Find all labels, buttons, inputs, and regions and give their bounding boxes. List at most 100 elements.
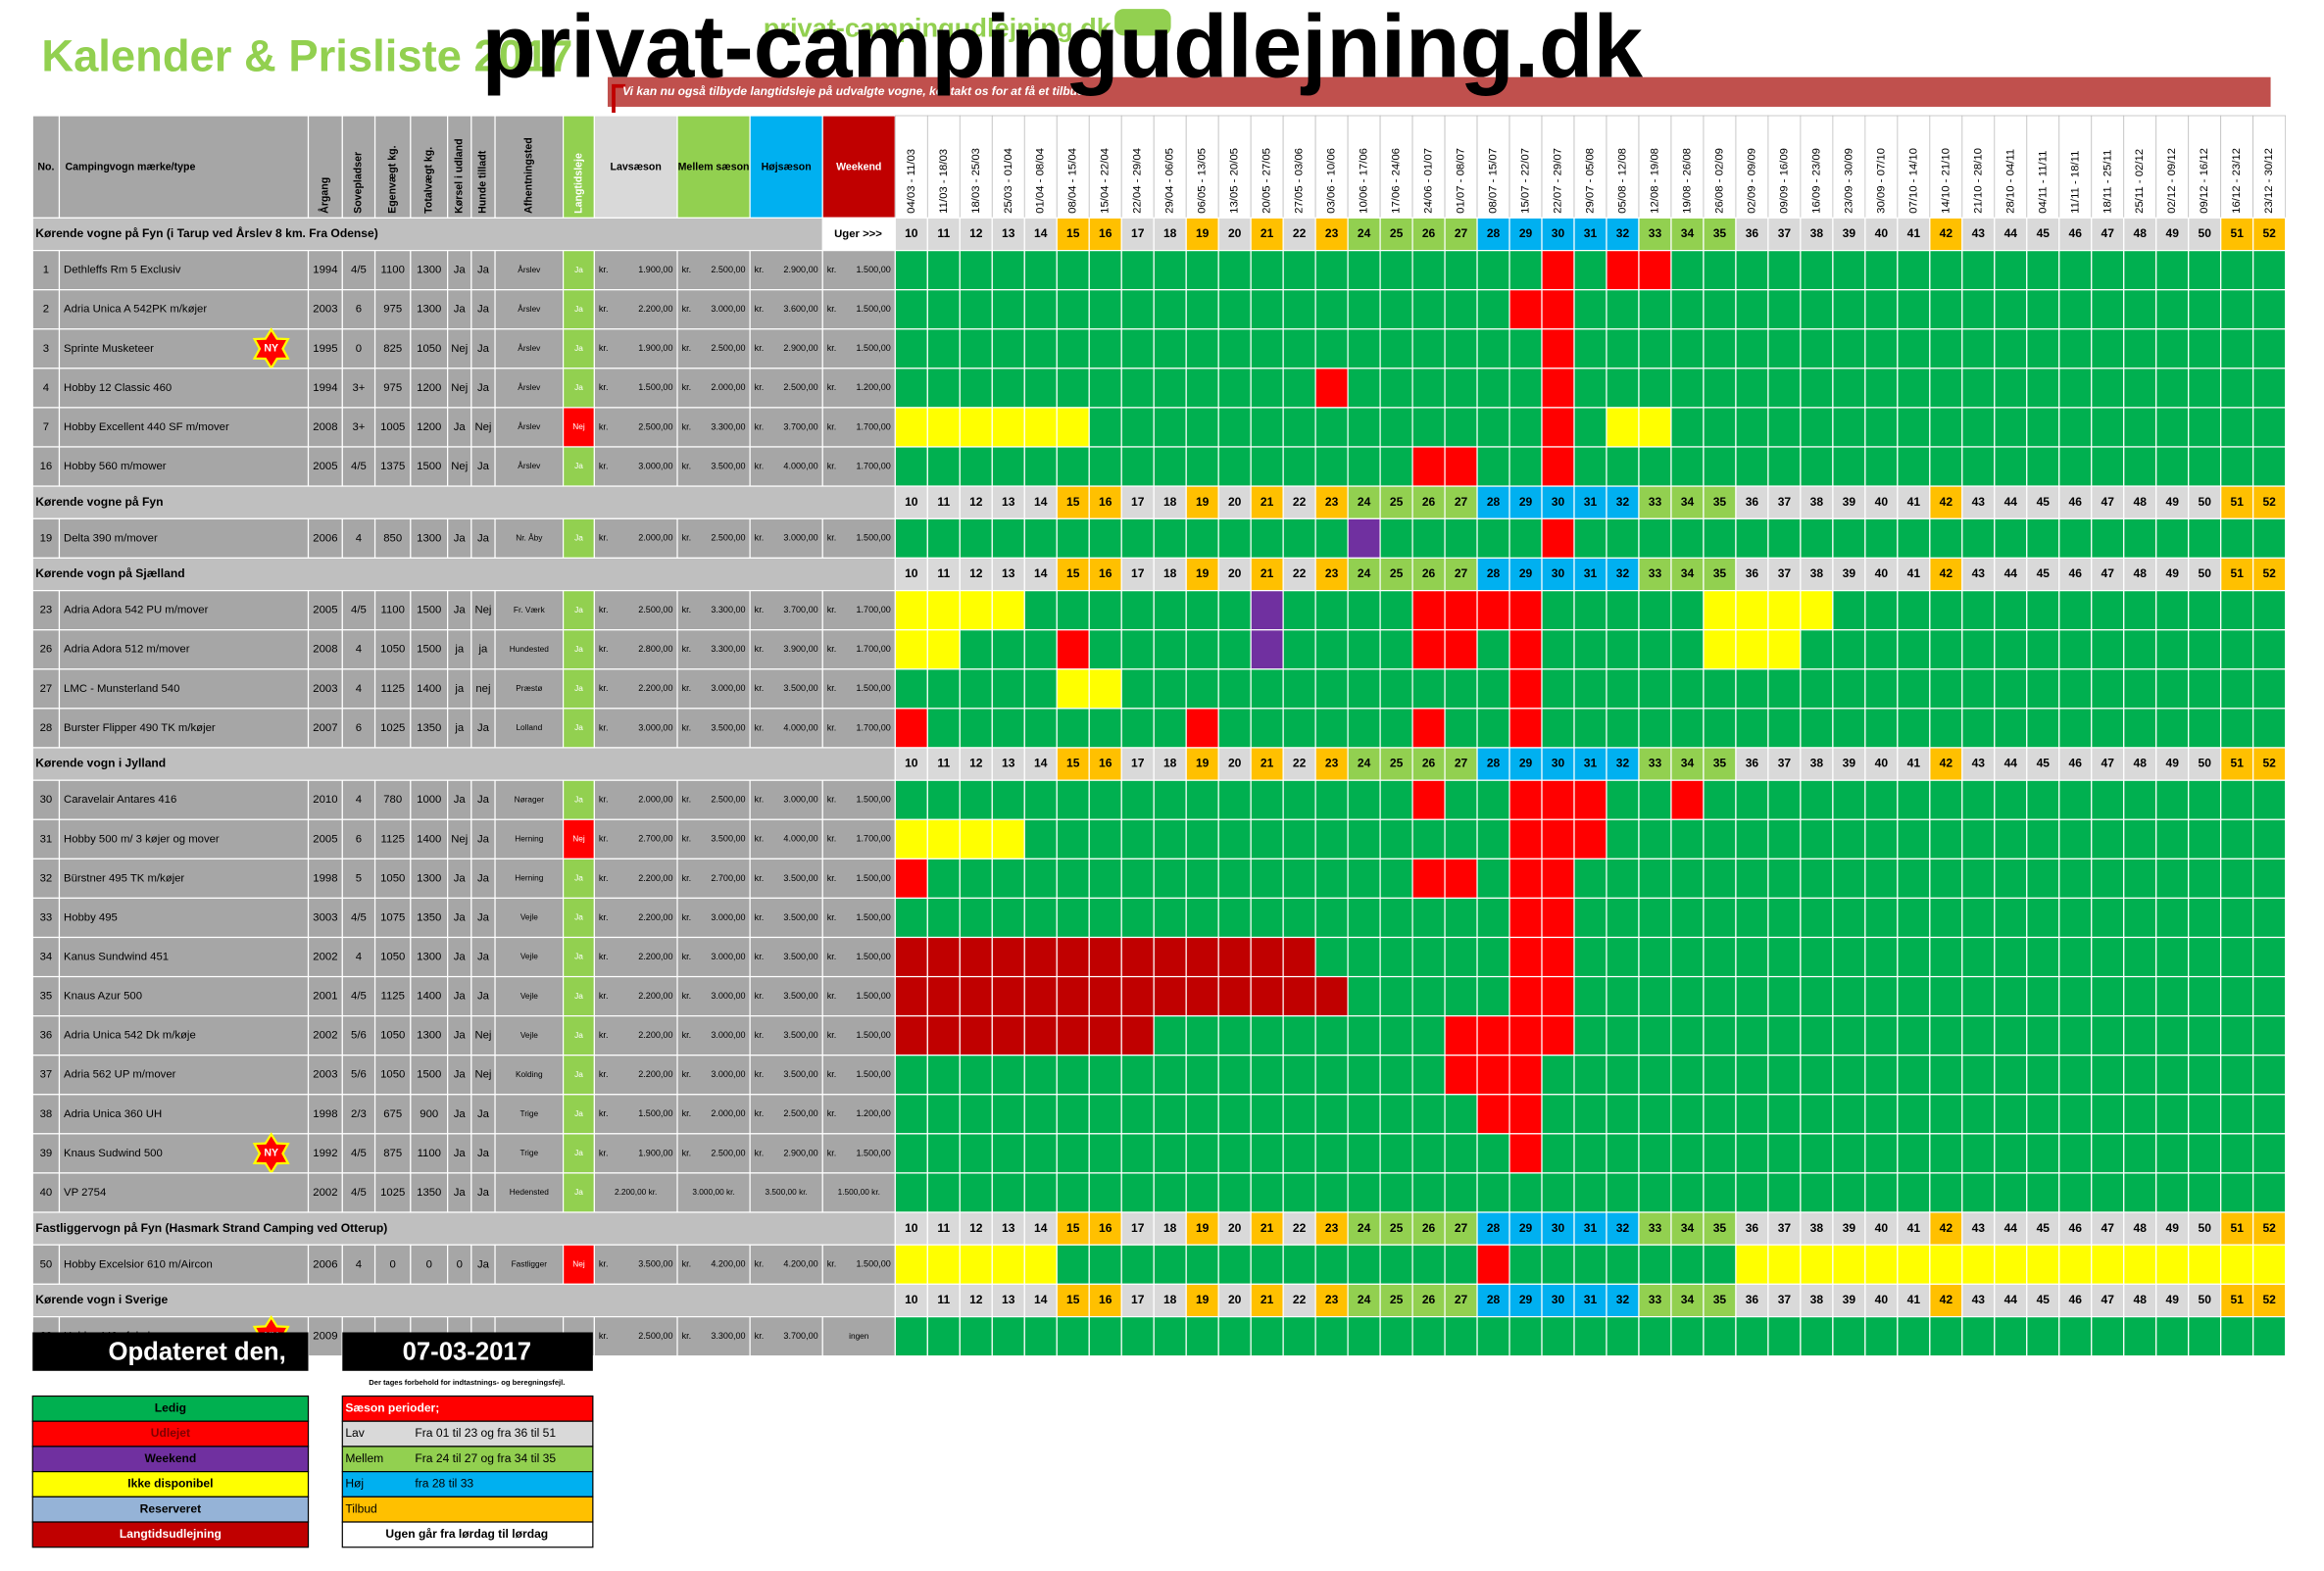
calendar-cell: [2188, 1055, 2222, 1096]
row-value: 1125: [381, 833, 405, 845]
calendar-cell: [1411, 975, 1446, 1017]
row-value: Ja: [454, 1030, 467, 1042]
calendar-cell: [1929, 1172, 1963, 1213]
calendar-cell: [1670, 936, 1705, 978]
calendar-cell: [2188, 328, 2222, 369]
calendar-cell: [1508, 289, 1543, 330]
model-name: Hobby 560 m/mower: [64, 461, 167, 472]
calendar-cell: [1897, 250, 1931, 291]
row-value: 0: [426, 1258, 432, 1270]
week-number: 17: [1131, 226, 1145, 240]
calendar-cell: [1638, 590, 1672, 631]
price: 4.000,00: [783, 834, 817, 844]
row-value: Ja: [454, 952, 467, 963]
calendar-cell: [2155, 708, 2190, 749]
currency: kr.: [755, 1148, 765, 1157]
calendar-cell: [2123, 858, 2157, 900]
column-header: Årgang: [319, 177, 331, 214]
calendar-cell: [1832, 779, 1866, 820]
week-cell: [1961, 485, 1996, 519]
calendar-cell: [2091, 858, 2125, 900]
row-cell: [821, 517, 896, 559]
calendar-cell: [1476, 629, 1510, 670]
week-number: 49: [2166, 495, 2180, 509]
row-value: 2006: [313, 532, 337, 544]
calendar-cell: [1670, 1244, 1705, 1285]
calendar-cell: [1767, 407, 1802, 448]
week-number: 42: [1940, 495, 1953, 509]
calendar-cell: [991, 975, 1025, 1017]
week-number: 35: [1713, 226, 1727, 240]
calendar-cell: [1508, 779, 1543, 820]
price: 2.200,00: [638, 1030, 672, 1040]
row-cell: [562, 1172, 595, 1213]
week-number: 13: [1002, 495, 1015, 509]
week-number: 37: [1778, 226, 1792, 240]
calendar-cell: [2123, 446, 2157, 487]
week-number: 36: [1746, 495, 1759, 509]
calendar-cell: [2155, 1133, 2190, 1174]
calendar-cell: [1670, 1172, 1705, 1213]
calendar-cell: [2026, 897, 2060, 939]
calendar-cell: [1832, 517, 1866, 559]
week-cell: [1735, 217, 1769, 252]
week-number: 47: [2101, 495, 2115, 509]
row-cell: [341, 1133, 376, 1174]
row-value: Ja: [477, 461, 490, 472]
price: 1.500,00: [857, 683, 891, 693]
calendar-cell: [1541, 858, 1575, 900]
calendar-cell: [2155, 1315, 2190, 1357]
row-cell: [31, 779, 61, 820]
calendar-cell: [1929, 1244, 1963, 1285]
week-cell: [1929, 557, 1963, 592]
week-cell: [991, 557, 1025, 592]
calendar-cell: [2058, 818, 2093, 859]
calendar-cell: [2091, 1244, 2125, 1285]
calendar-cell: [1056, 629, 1090, 670]
group-title: Fastliggervogn på Fyn (Hasmark Strand Ca…: [35, 1221, 387, 1235]
row-value: Trige: [520, 1108, 539, 1118]
calendar-cell: [2155, 1055, 2190, 1096]
weeks-label-cell: [821, 217, 896, 252]
week-cell: [1703, 1211, 1737, 1246]
row-cell: [676, 629, 751, 670]
price: 3.700,00: [783, 605, 817, 614]
calendar-cell: [1800, 368, 1834, 409]
row-value: 875: [383, 1148, 402, 1159]
week-number: 46: [2069, 495, 2083, 509]
row-number: 30: [40, 794, 53, 806]
calendar-cell: [1347, 1244, 1381, 1285]
calendar-cell: [1120, 779, 1155, 820]
week-number: 52: [2262, 495, 2276, 509]
currency: kr.: [755, 265, 765, 274]
week-number: 14: [1034, 1221, 1048, 1235]
row-cell: [58, 668, 310, 710]
week-number: 47: [2101, 226, 2115, 240]
calendar-cell: [1250, 517, 1284, 559]
row-cell: [307, 590, 343, 631]
week-number: 42: [1940, 226, 1953, 240]
price: 3.000,00: [783, 795, 817, 805]
currency: kr.: [755, 605, 765, 614]
calendar-cell: [1023, 668, 1058, 710]
week-date: 16/09 - 23/09: [1810, 148, 1822, 214]
week-cell: [2220, 1283, 2254, 1318]
calendar-cell: [1217, 936, 1252, 978]
calendar-cell: [926, 590, 961, 631]
week-number: 48: [2134, 226, 2148, 240]
row-value: 2008: [313, 644, 337, 656]
row-value: Ja: [477, 343, 490, 355]
week-number: 21: [1261, 226, 1274, 240]
updated-box: [32, 1332, 309, 1371]
calendar-cell: [1153, 250, 1187, 291]
week-number: 41: [1907, 226, 1921, 240]
calendar-cell: [2188, 1015, 2222, 1056]
week-number: 45: [2037, 1293, 2051, 1306]
week-cell: [1250, 485, 1284, 519]
calendar-cell: [1767, 590, 1802, 631]
calendar-cell: [991, 368, 1025, 409]
calendar-cell: [1735, 328, 1769, 369]
calendar-cell: [1217, 818, 1252, 859]
calendar-cell: [1056, 1015, 1090, 1056]
calendar-cell: [1961, 1015, 1996, 1056]
